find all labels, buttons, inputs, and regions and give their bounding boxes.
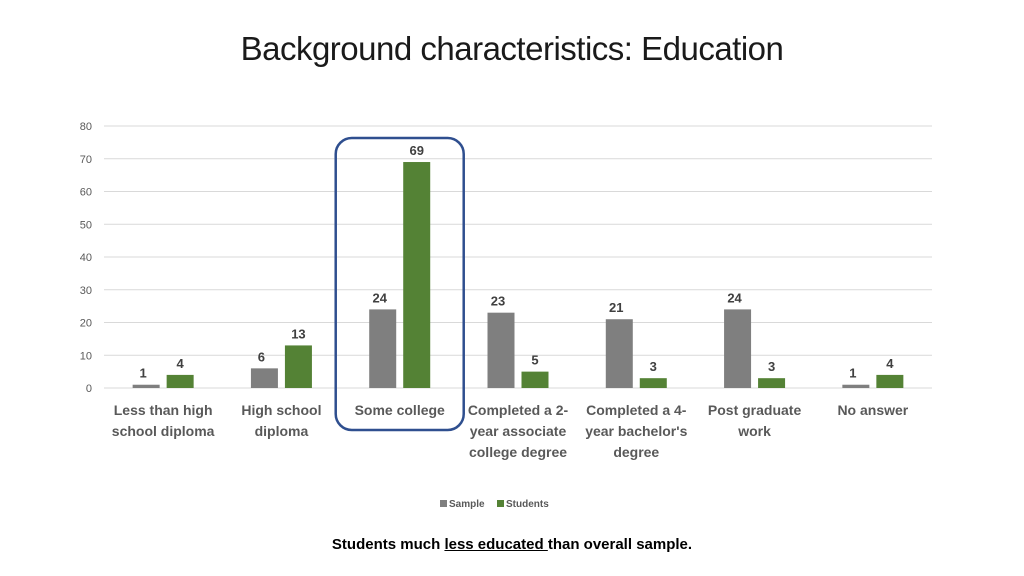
data-label-students: 3 — [650, 359, 657, 374]
data-label-students: 69 — [409, 143, 423, 158]
data-label-students: 4 — [177, 356, 185, 371]
data-label-sample: 23 — [491, 294, 505, 309]
data-label-sample: 24 — [727, 290, 742, 305]
x-category-label: school diploma — [112, 423, 215, 439]
bar-sample — [369, 309, 397, 388]
x-category-label: Completed a 4- — [586, 402, 687, 418]
x-category-label: degree — [613, 444, 659, 460]
x-category-label: year associate — [470, 423, 567, 439]
bar-sample — [487, 312, 515, 388]
legend-label-students: Students — [506, 499, 549, 510]
x-category-label: No answer — [837, 402, 908, 418]
data-label-sample: 1 — [849, 366, 856, 381]
legend-label-sample: Sample — [449, 499, 485, 510]
x-category-label: diploma — [255, 423, 309, 439]
y-tick-label: 50 — [80, 219, 92, 231]
y-tick-label: 0 — [86, 383, 92, 395]
data-label-sample: 21 — [609, 300, 623, 315]
bar-sample — [605, 319, 633, 388]
y-tick-label: 30 — [80, 285, 92, 297]
y-tick-label: 80 — [80, 121, 92, 133]
legend-swatch-sample — [440, 500, 447, 507]
note-emphasis: less educated — [444, 536, 548, 553]
x-category-label: college degree — [469, 444, 567, 460]
data-label-students: 3 — [768, 359, 775, 374]
y-tick-label: 60 — [80, 187, 92, 199]
bar-sample — [724, 309, 752, 388]
x-category-label: Post graduate — [708, 402, 802, 418]
y-tick-label: 40 — [80, 252, 92, 264]
bar-students — [403, 162, 431, 388]
data-label-sample: 6 — [258, 349, 265, 364]
y-tick-label: 70 — [80, 154, 92, 166]
bar-students — [758, 378, 786, 388]
x-category-label: work — [737, 423, 771, 439]
slide-title: Background characteristics: Education — [240, 30, 784, 67]
legend-swatch-students — [497, 500, 504, 507]
x-category-label: High school — [241, 402, 321, 418]
footer-note: Students much less educated than overall… — [0, 536, 1024, 553]
bar-sample — [132, 384, 160, 388]
data-label-sample: 1 — [140, 366, 147, 381]
bar-students — [876, 374, 904, 388]
bar-students — [284, 345, 312, 388]
bar-students — [521, 371, 549, 388]
data-label-students: 13 — [291, 326, 305, 341]
education-bar-chart: 0 10 20 30 40 50 60 70 80 1 4 Less than high school … — [80, 121, 932, 510]
bar-students — [639, 378, 667, 388]
y-tick-label: 20 — [80, 318, 92, 330]
x-category-label: year bachelor's — [585, 423, 687, 439]
bar-sample — [842, 384, 870, 388]
data-label-sample: 24 — [372, 290, 387, 305]
x-category-label: Completed a 2- — [468, 402, 569, 418]
highlight-box — [334, 136, 465, 432]
data-label-students: 4 — [886, 356, 894, 371]
note-prefix: Students much — [331, 536, 445, 553]
x-category-label: Less than high — [114, 402, 213, 418]
data-label-students: 5 — [531, 353, 538, 368]
bar-students — [166, 374, 194, 388]
y-tick-label: 10 — [80, 350, 92, 362]
note-suffix: than overall sample. — [547, 536, 693, 553]
x-category-label: Some college — [355, 402, 445, 418]
bar-sample — [250, 368, 278, 388]
